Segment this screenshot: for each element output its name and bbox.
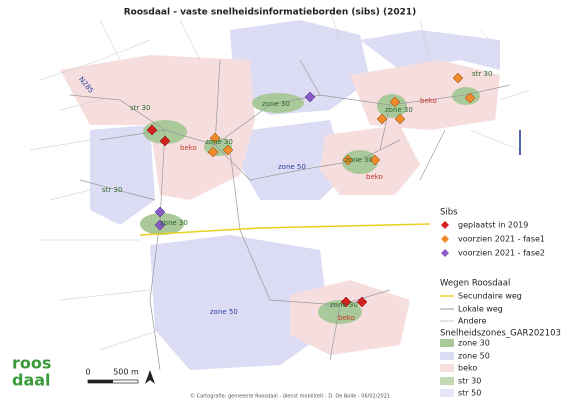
legend-symbol: [441, 235, 449, 243]
map-label: beko: [420, 97, 437, 105]
map-label: zone 30: [345, 156, 373, 164]
map-label: zone 50: [210, 308, 238, 316]
zone-50-area: [240, 120, 345, 200]
str-50-area: [360, 30, 500, 70]
zone-30-area: [252, 93, 304, 113]
zone-50-area: [150, 235, 330, 370]
logo: roos daal: [12, 354, 51, 390]
local-road: [69, 59, 511, 371]
legend-symbol: [440, 364, 454, 372]
sib-fase1: [342, 154, 354, 166]
zone-50-area: [230, 20, 370, 115]
logo-text: roos: [12, 354, 51, 373]
legend-title: Wegen Roosdaal: [440, 279, 510, 289]
sib-fase2: [304, 91, 316, 103]
logo-text: daal: [12, 371, 51, 390]
map-label: str 30: [102, 186, 122, 194]
sib-fase1: [452, 72, 464, 84]
zone-30-area: [318, 300, 362, 324]
map-label: zone 30: [160, 219, 188, 227]
sib-fase1: [394, 113, 406, 125]
scale-bar: 0 500 m: [85, 368, 155, 384]
sib-2019: [356, 296, 368, 308]
sib-fase1: [209, 132, 221, 144]
zone-50-area: [90, 125, 155, 225]
legend-item: str 50: [458, 389, 481, 398]
legend-title: Snelheidszones_GAR202103: [440, 329, 561, 339]
north-arrow: [145, 370, 155, 384]
map-label: beko: [180, 144, 197, 152]
map-label: str 30: [130, 104, 150, 112]
legend-item: zone 30: [458, 339, 490, 348]
legend-item: zone 50: [458, 352, 490, 361]
sib-fase2: [154, 219, 166, 231]
legend-symbol: [440, 377, 454, 385]
sib-2019: [340, 296, 352, 308]
roads: [29, 9, 531, 371]
markers: [146, 72, 476, 308]
legend: Sibs geplaatst in 2019 voorzien 2021 - f…: [440, 208, 561, 398]
scale-label: 500 m: [113, 368, 139, 377]
legend-item: Andere: [458, 317, 487, 326]
sib-fase1: [376, 113, 388, 125]
sib-fase1: [207, 146, 219, 158]
map-label: beko: [338, 314, 355, 322]
scale-label: 0: [85, 368, 90, 377]
legend-symbol: [440, 389, 454, 397]
legend-item: voorzien 2021 - fase2: [458, 249, 545, 258]
sib-fase1: [464, 92, 476, 104]
legend-symbol: [440, 339, 454, 347]
sib-fase1: [369, 154, 381, 166]
zone-30-area: [377, 94, 407, 118]
map-label: str 30: [472, 70, 492, 78]
legend-item: str 30: [458, 377, 481, 386]
scale-bar-fill: [88, 380, 113, 383]
legend-symbol: [441, 249, 449, 257]
legend-item: Secundaire weg: [458, 292, 522, 301]
other-road: [29, 9, 531, 351]
legend-item: Lokale weg: [458, 305, 503, 314]
map-label: zone 30: [262, 100, 290, 108]
sib-fase1: [389, 96, 401, 108]
map-label: zone 50: [278, 163, 306, 171]
map-label: beko: [366, 173, 383, 181]
legend-symbol: [440, 352, 454, 360]
sib-2019: [146, 124, 158, 136]
map-label: zone 30: [385, 106, 413, 114]
legend-item: geplaatst in 2019: [458, 221, 528, 230]
zones: [60, 20, 500, 370]
secondary-road: [139, 223, 431, 236]
legend-item: beko: [458, 364, 477, 373]
map-label: zone 30: [330, 301, 358, 309]
legend-symbol: [441, 221, 449, 229]
sib-fase2: [154, 206, 166, 218]
map-label: zone 30: [205, 138, 233, 146]
map-labels: zone 30 zone 30 zone 30 str 30 zone 30 s…: [77, 70, 492, 322]
zone-30-area: [452, 87, 480, 105]
legend-title: Sibs: [440, 208, 458, 218]
map-title: Roosdaal - vaste snelheidsinformatiebord…: [124, 8, 417, 18]
legend-item: voorzien 2021 - fase1: [458, 235, 545, 244]
sib-2019: [159, 135, 171, 147]
zone-30-area: [342, 150, 378, 174]
credit: © Cartografie: gemeente Roosdaal - diens…: [190, 393, 390, 400]
sib-fase1: [222, 144, 234, 156]
